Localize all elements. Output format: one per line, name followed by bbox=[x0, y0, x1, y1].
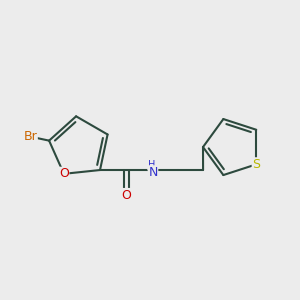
Text: S: S bbox=[252, 158, 260, 171]
Text: H: H bbox=[148, 160, 155, 170]
Text: O: O bbox=[122, 189, 131, 202]
Text: O: O bbox=[59, 167, 69, 180]
Text: Br: Br bbox=[23, 130, 37, 143]
Text: N: N bbox=[148, 166, 158, 179]
